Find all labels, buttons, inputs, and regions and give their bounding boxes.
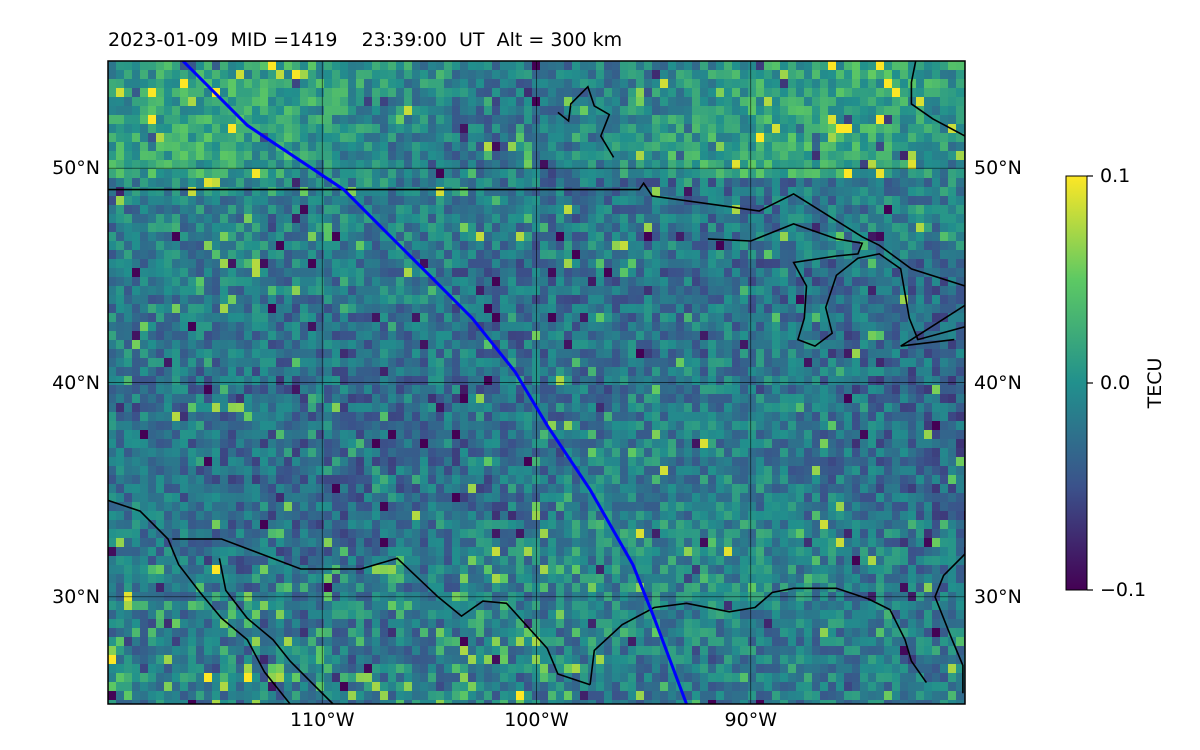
graticule (108, 61, 965, 704)
coastline-segment (934, 553, 965, 694)
colorbar-tick-label: −0.1 (1100, 579, 1147, 601)
colorbar-tick-label: 0.0 (1100, 372, 1131, 394)
lat-tick-label-right: 40°N (974, 371, 1022, 394)
coastline-segment (910, 61, 965, 137)
coastline-segment (108, 499, 291, 704)
coastline-segment (557, 85, 615, 158)
lat-tick-label-right: 30°N (974, 585, 1022, 608)
tec-field (108, 61, 965, 704)
coastline-segment (108, 181, 965, 287)
colorbar (1065, 175, 1088, 591)
coastline-segment (900, 304, 965, 347)
coastline-segment (589, 587, 928, 685)
plot-title: 2023-01-09 MID =1419 23:39:00 UT Alt = 3… (108, 29, 623, 51)
lon-tick-label: 100°W (504, 709, 569, 731)
colorbar-tick-label: 0.1 (1100, 165, 1131, 187)
lat-tick-label-left: 30°N (52, 585, 100, 608)
satellite-track (181, 61, 688, 704)
coastline-segment (707, 223, 965, 348)
lat-tick-label-left: 40°N (52, 371, 100, 394)
lon-tick-label: 90°W (724, 709, 777, 731)
coastline-segment (218, 558, 334, 704)
coastline-segment (172, 538, 591, 686)
coastlines (108, 61, 965, 704)
colorbar-label: TECU (1144, 357, 1166, 409)
lat-tick-label-right: 50°N (974, 157, 1022, 180)
map-frame (107, 60, 966, 705)
colorbar-ticks (1087, 175, 1093, 591)
lon-tick-label: 110°W (289, 709, 355, 731)
lat-tick-label-left: 50°N (52, 157, 100, 180)
